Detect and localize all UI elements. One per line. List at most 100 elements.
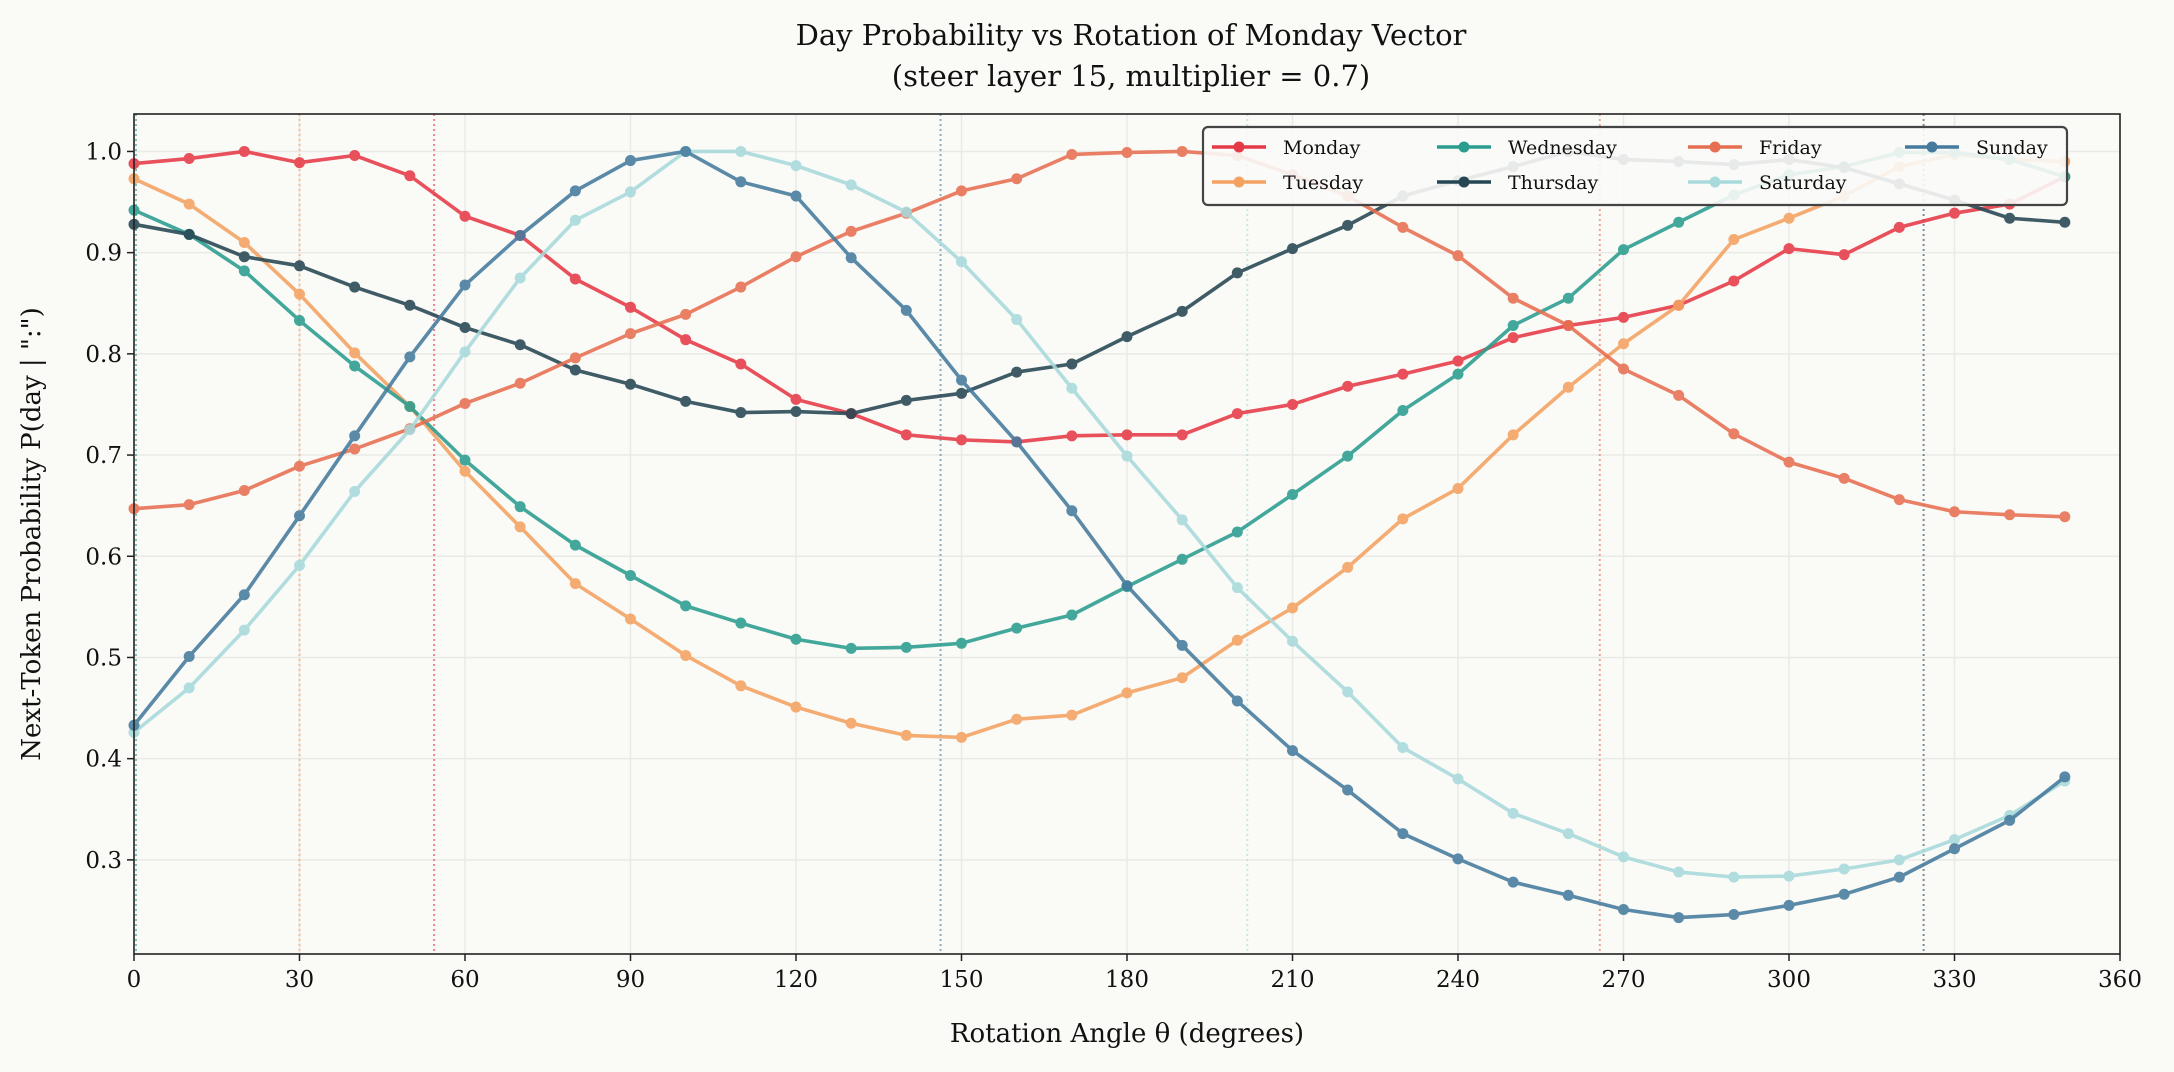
series-group (128, 145, 2071, 924)
series-monday (128, 145, 2071, 448)
data-point (349, 430, 361, 442)
data-point (1949, 506, 1960, 518)
data-point (1783, 212, 1795, 224)
data-point (2004, 509, 2016, 521)
data-point (1121, 450, 1133, 462)
data-point (1452, 250, 1464, 262)
data-point (404, 299, 416, 311)
data-point (1287, 489, 1298, 501)
data-point (238, 237, 250, 249)
data-point (1176, 639, 1188, 651)
data-point (1397, 513, 1409, 525)
data-point (1893, 871, 1905, 883)
data-point (1452, 853, 1464, 865)
data-point (1893, 854, 1905, 866)
data-point (1452, 773, 1464, 785)
data-point (514, 339, 526, 351)
data-point (1176, 145, 1188, 157)
data-point (1011, 366, 1023, 378)
legend-item-friday: Friday (1688, 137, 1822, 159)
data-point (459, 465, 471, 477)
data-point (183, 499, 195, 511)
y-axis-label: Next-Token Probability P(day | ":") (17, 307, 47, 761)
y-tick-label: 0.6 (85, 544, 122, 570)
data-point (1507, 332, 1519, 344)
data-point (680, 649, 692, 661)
series-saturday (128, 145, 2071, 883)
data-point (569, 214, 581, 226)
data-point (1618, 244, 1629, 256)
data-point (1452, 482, 1464, 494)
data-point (404, 351, 416, 363)
x-tick-label: 240 (1436, 967, 1480, 993)
data-point (845, 642, 857, 654)
data-point (2059, 216, 2071, 228)
data-point (735, 407, 747, 419)
data-point (294, 460, 305, 472)
data-point (514, 501, 526, 513)
data-point (349, 360, 361, 372)
data-point (2004, 212, 2016, 224)
series-line (132, 149, 2066, 879)
data-point (790, 633, 802, 645)
data-point (459, 454, 471, 466)
data-point (1452, 368, 1464, 380)
data-point (349, 347, 361, 359)
x-tick-label: 60 (450, 967, 479, 993)
data-point (569, 539, 581, 551)
data-point (238, 589, 250, 601)
y-tick-label: 1.0 (85, 139, 122, 165)
data-point (1618, 311, 1629, 323)
data-point (1011, 173, 1023, 185)
data-point (680, 308, 692, 320)
data-point (459, 397, 471, 409)
data-point (1673, 299, 1685, 311)
data-point (183, 650, 195, 662)
data-point (1452, 355, 1464, 367)
data-point (956, 434, 967, 446)
data-point (1397, 742, 1409, 754)
data-point (459, 210, 471, 222)
data-point (459, 346, 471, 358)
data-point (1287, 602, 1298, 614)
data-point (1893, 494, 1905, 506)
data-point (845, 408, 857, 420)
x-tick-label: 120 (774, 967, 818, 993)
y-tick-label: 0.4 (85, 747, 122, 773)
data-point (294, 559, 305, 571)
data-point (1121, 580, 1133, 592)
x-tick-label: 300 (1767, 967, 1811, 993)
data-point (790, 251, 802, 263)
data-point (1176, 672, 1188, 684)
legend-item-thursday: Thursday (1437, 172, 1598, 194)
legend-swatch-marker (1233, 176, 1245, 188)
data-point (1507, 876, 1519, 888)
data-point (1562, 889, 1574, 901)
x-tick-label: 270 (1602, 967, 1646, 993)
y-axis: 0.3 0.4 0.5 0.6 0.7 0.8 0.9 1.0 (85, 139, 134, 874)
data-point (625, 569, 636, 581)
data-point (1121, 331, 1133, 343)
data-point (1507, 807, 1519, 819)
legend-item-saturday: Saturday (1688, 172, 1847, 194)
data-point (1287, 243, 1298, 255)
data-point (680, 334, 692, 346)
data-point (680, 395, 692, 407)
data-point (1673, 389, 1685, 401)
legend-label: Tuesday (1283, 172, 1363, 194)
data-point (625, 613, 636, 625)
data-point (1231, 267, 1243, 279)
data-point (1176, 514, 1188, 526)
data-point (625, 378, 636, 390)
data-point (900, 429, 912, 441)
data-point (569, 185, 581, 197)
data-point (1287, 398, 1298, 410)
data-point (514, 272, 526, 284)
legend-item-wednesday: Wednesday (1437, 137, 1617, 159)
y-tick-label: 0.8 (85, 342, 122, 368)
data-point (1121, 429, 1133, 441)
data-point (1949, 843, 1960, 855)
data-point (625, 155, 636, 167)
data-point (1342, 380, 1354, 392)
x-tick-label: 150 (940, 967, 984, 993)
